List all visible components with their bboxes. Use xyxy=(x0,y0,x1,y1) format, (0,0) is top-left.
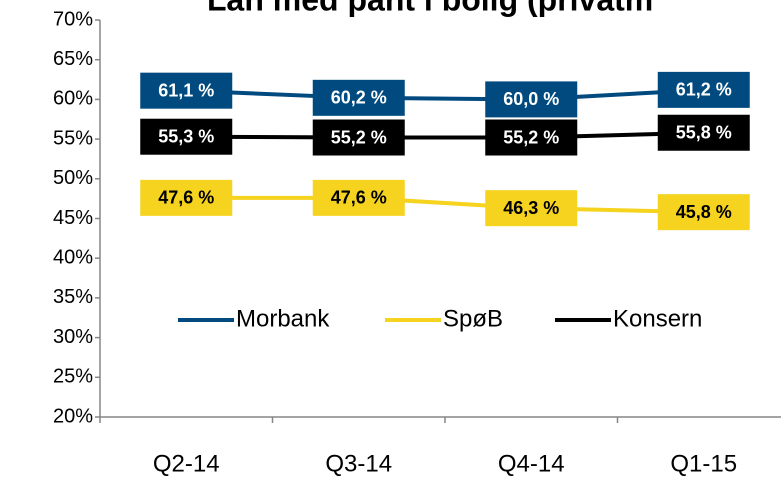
y-tick-label: 55% xyxy=(53,127,93,149)
data-label-box xyxy=(312,119,405,156)
y-tick-label: 45% xyxy=(53,207,93,229)
data-label-box xyxy=(140,179,233,216)
y-tick-label: 65% xyxy=(53,48,93,70)
legend-label: SpøB xyxy=(443,305,503,332)
data-label-box xyxy=(312,79,405,116)
data-label-box xyxy=(657,194,750,231)
data-label-box xyxy=(140,118,233,155)
x-tick-label: Q3-14 xyxy=(325,450,392,477)
data-label: 47,6 % xyxy=(158,188,214,208)
y-tick-label: 60% xyxy=(53,88,93,110)
data-label-box xyxy=(485,119,578,156)
series-line xyxy=(186,130,704,140)
y-tick-label: 70% xyxy=(53,8,93,30)
y-tick-label: 35% xyxy=(53,286,93,308)
y-tick-label: 50% xyxy=(53,167,93,189)
x-tick-label: Q2-14 xyxy=(153,450,220,477)
data-label-box xyxy=(485,190,578,227)
legend-label: Konsern xyxy=(613,305,702,332)
data-label-box xyxy=(140,72,233,109)
data-label: 55,2 % xyxy=(331,127,387,147)
y-tick-label: 40% xyxy=(53,246,93,268)
data-label: 45,8 % xyxy=(676,202,732,222)
data-label-box xyxy=(312,179,405,216)
y-tick-label: 20% xyxy=(53,405,93,427)
legend-label: Morbank xyxy=(236,305,330,332)
data-label: 55,3 % xyxy=(158,126,214,146)
data-label: 55,8 % xyxy=(676,122,732,142)
chart-title: Lån med pant i bolig (privatm xyxy=(207,0,653,17)
data-label-box xyxy=(485,81,578,118)
y-tick-label: 30% xyxy=(53,326,93,348)
y-tick-label: 25% xyxy=(53,366,93,388)
data-label: 46,3 % xyxy=(503,198,559,218)
data-label: 60,0 % xyxy=(503,89,559,109)
x-tick-label: Q1-15 xyxy=(670,450,737,477)
series-line xyxy=(186,87,704,102)
x-tick-label: Q4-14 xyxy=(498,450,565,477)
data-label: 47,6 % xyxy=(331,188,387,208)
data-label-box xyxy=(657,114,750,151)
data-label: 61,2 % xyxy=(676,80,732,100)
data-label-box xyxy=(657,71,750,108)
series-line xyxy=(186,195,704,215)
data-label: 61,1 % xyxy=(158,80,214,100)
data-label: 55,2 % xyxy=(503,127,559,147)
data-label: 60,2 % xyxy=(331,88,387,108)
